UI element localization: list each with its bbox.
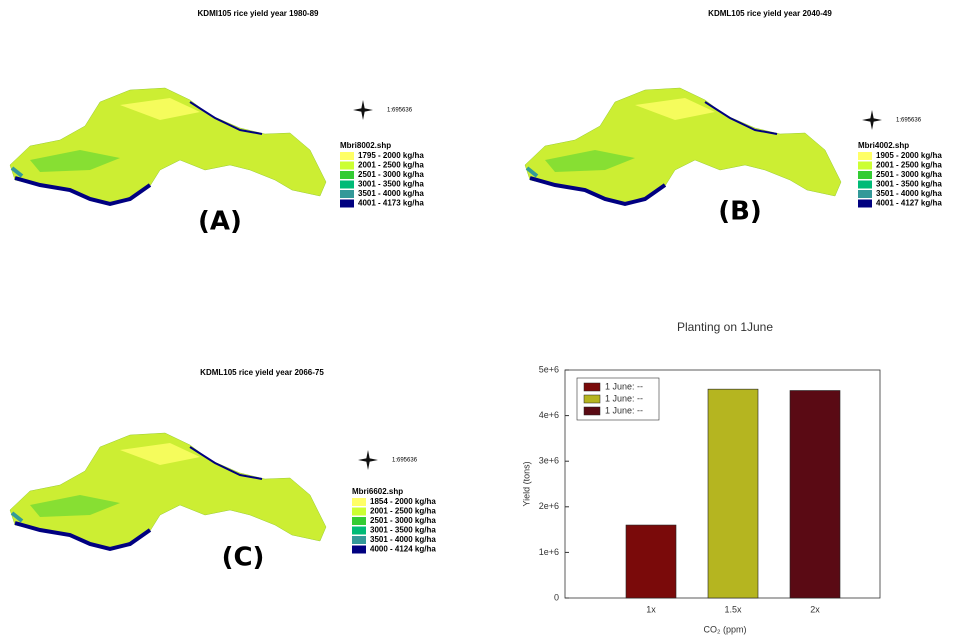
legend-swatch: [584, 383, 600, 391]
legend-label: 3001 - 3500 kg/ha: [358, 180, 424, 189]
legend-swatch: [352, 536, 366, 544]
legend-label: 2001 - 2500 kg/ha: [876, 161, 942, 170]
legend-swatch: [340, 200, 354, 208]
x-tick-label: 1x: [646, 604, 656, 614]
y-tick-label: 4e+6: [539, 410, 559, 420]
legend-swatch: [340, 171, 354, 179]
legend-swatch: [584, 395, 600, 403]
legend-swatch: [340, 162, 354, 170]
legend-swatch: [858, 190, 872, 198]
legend-swatch: [858, 162, 872, 170]
legend-label: 2501 - 3000 kg/ha: [876, 170, 942, 179]
legend-label: 2501 - 3000 kg/ha: [358, 170, 424, 179]
map-title: KDMI105 rice yield year 1980-89: [198, 9, 320, 18]
legend-swatch: [340, 190, 354, 198]
legend-label: 4001 - 4173 kg/ha: [358, 199, 424, 208]
chart-title: Planting on 1June: [677, 320, 773, 334]
legend-title: Mbri8002.shp: [340, 141, 391, 150]
legend-label: 3001 - 3500 kg/ha: [876, 180, 942, 189]
legend-label: 1795 - 2000 kg/ha: [358, 151, 424, 160]
map-scale: 1:695636: [896, 118, 922, 124]
legend-label: 3501 - 4000 kg/ha: [876, 189, 942, 198]
legend-label: 1854 - 2000 kg/ha: [370, 497, 436, 506]
y-tick-label: 3e+6: [539, 456, 559, 466]
legend-label: 1 June: --: [605, 405, 643, 415]
panel-label: (B): [718, 197, 762, 227]
map-scale: 1:695636: [392, 458, 418, 464]
map-title: KDML105 rice yield year 2040-49: [708, 9, 832, 18]
compass: [358, 450, 378, 470]
y-tick-label: 0: [554, 592, 559, 602]
map-title: KDML105 rice yield year 2066-75: [200, 368, 324, 377]
legend-swatch: [858, 171, 872, 179]
bar: [626, 525, 676, 598]
legend-label: 4000 - 4124 kg/ha: [370, 545, 436, 554]
legend-label: 2001 - 2500 kg/ha: [358, 161, 424, 170]
legend-swatch: [352, 498, 366, 506]
legend-label: 4001 - 4127 kg/ha: [876, 199, 942, 208]
panel-label: (A): [198, 207, 242, 237]
figure: KDMI105 rice yield year 1980-89 1:695636 M…: [0, 0, 963, 643]
legend-swatch: [858, 181, 872, 189]
map: [525, 88, 841, 205]
x-tick-label: 1.5x: [724, 604, 742, 614]
legend-title: Mbri4002.shp: [858, 141, 909, 150]
y-axis-label: Yield (tons): [521, 461, 531, 506]
legend-swatch: [352, 517, 366, 525]
y-tick-label: 1e+6: [539, 547, 559, 557]
legend-label: 1905 - 2000 kg/ha: [876, 151, 942, 160]
compass: [862, 110, 882, 130]
map: [10, 433, 326, 550]
legend-swatch: [858, 152, 872, 160]
map-scale: 1:695636: [387, 108, 413, 114]
legend-swatch: [858, 200, 872, 208]
legend-swatch: [340, 152, 354, 160]
legend-label: 3001 - 3500 kg/ha: [370, 526, 436, 535]
legend-label: 2001 - 2500 kg/ha: [370, 507, 436, 516]
legend-label: 3501 - 4000 kg/ha: [370, 535, 436, 544]
y-tick-label: 2e+6: [539, 501, 559, 511]
legend-label: 1 June: --: [605, 381, 643, 391]
panel-label: (C): [222, 543, 265, 573]
legend-title: Mbri6602.shp: [352, 487, 403, 496]
map: [10, 88, 326, 205]
legend-swatch: [340, 181, 354, 189]
legend-label: 3501 - 4000 kg/ha: [358, 189, 424, 198]
x-tick-label: 2x: [810, 604, 820, 614]
legend-swatch: [352, 546, 366, 554]
y-tick-label: 5e+6: [539, 364, 559, 374]
legend-swatch: [352, 527, 366, 535]
legend-swatch: [584, 407, 600, 415]
legend-swatch: [352, 508, 366, 516]
legend-label: 1 June: --: [605, 393, 643, 403]
bar: [708, 389, 758, 598]
bar: [790, 391, 840, 598]
x-axis-label: CO₂ (ppm): [704, 624, 747, 634]
legend-label: 2501 - 3000 kg/ha: [370, 516, 436, 525]
compass: [353, 100, 373, 120]
